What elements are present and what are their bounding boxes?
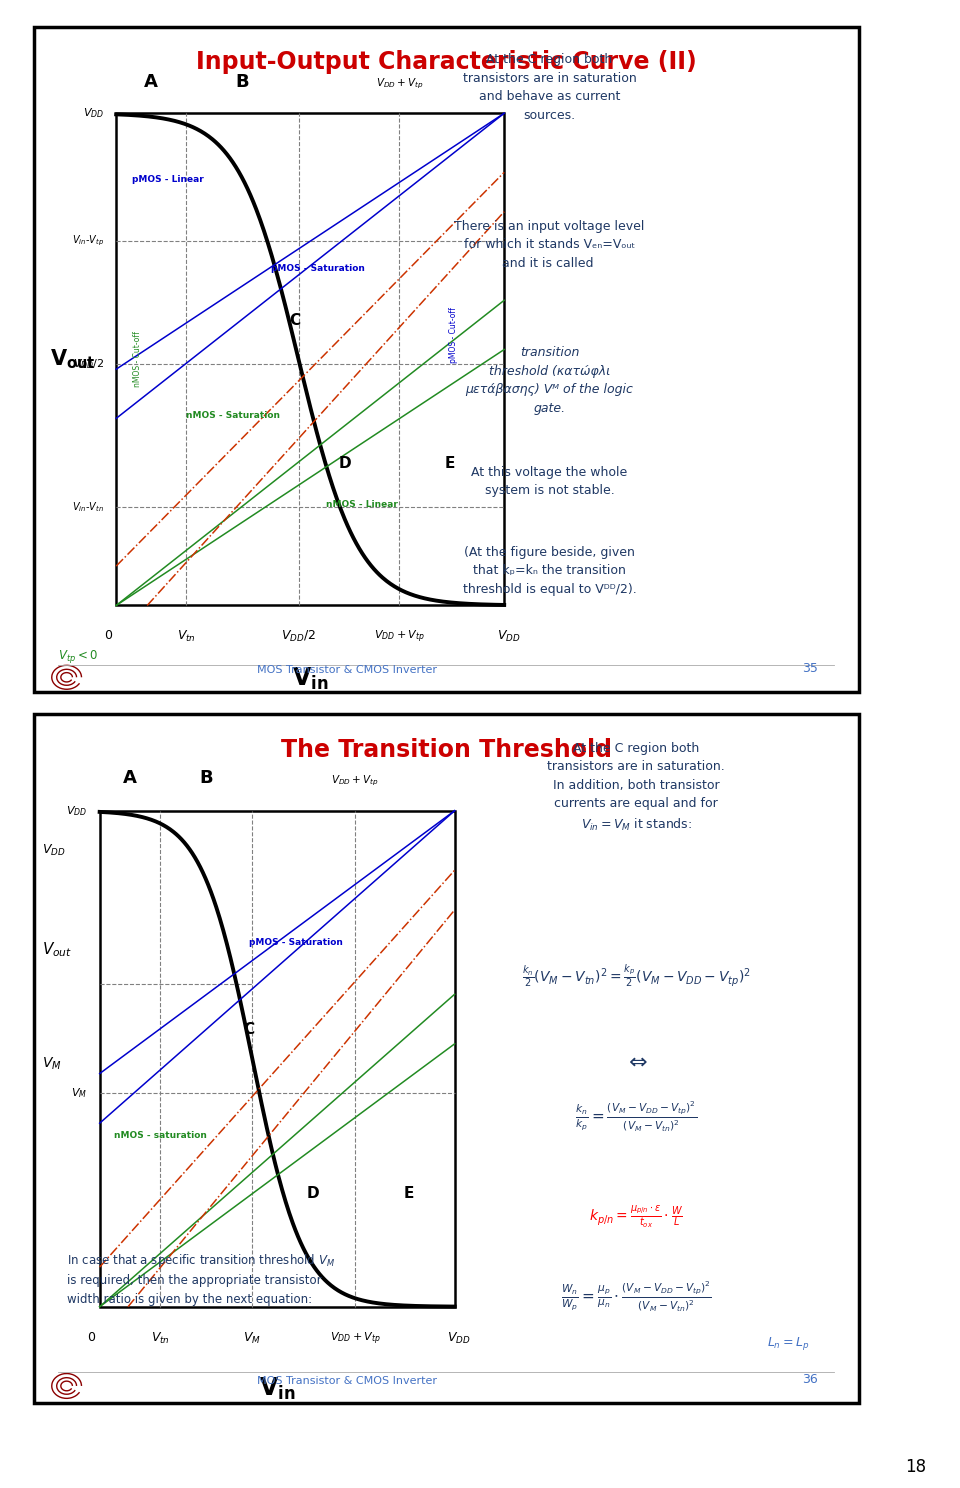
Text: D: D: [306, 1186, 319, 1201]
Text: $\frac{k_n}{k_p} = \frac{(V_M - V_{DD} - V_{tp})^2}{(V_M - V_{tn})^2}$: $\frac{k_n}{k_p} = \frac{(V_M - V_{DD} -…: [575, 1100, 697, 1134]
Text: (At the figure beside, given
that kₚ=kₙ the transition
threshold is equal to Vᴰᴰ: (At the figure beside, given that kₚ=kₙ …: [463, 546, 636, 595]
Text: $\mathbf{V_{in}}$: $\mathbf{V_{in}}$: [292, 665, 328, 692]
Bar: [116, 113, 504, 606]
Text: $\mathbf{V_{out}}$: $\mathbf{V_{out}}$: [50, 348, 96, 371]
Text: $V_{DD}$: $V_{DD}$: [42, 842, 65, 859]
Text: nMOS - saturation: nMOS - saturation: [114, 1131, 206, 1140]
Text: transition
threshold (κατώφλι
μετάβασης) Vᴹ of the logic
gate.: transition threshold (κατώφλι μετάβασης)…: [466, 347, 634, 415]
Text: B: B: [235, 73, 249, 91]
Text: At this voltage the whole
system is not stable.: At this voltage the whole system is not …: [471, 466, 628, 497]
Text: 35: 35: [802, 662, 818, 676]
Text: A: A: [144, 73, 158, 91]
Text: $\mathbf{V_{in}}$: $\mathbf{V_{in}}$: [259, 1375, 296, 1402]
Text: $\Leftrightarrow$: $\Leftrightarrow$: [624, 1052, 648, 1071]
Text: D: D: [339, 455, 351, 470]
Text: 18: 18: [905, 1458, 926, 1476]
Text: A: A: [123, 769, 136, 787]
Text: 0: 0: [104, 629, 112, 641]
Text: pMOS - Cut-off: pMOS - Cut-off: [449, 307, 458, 363]
Text: $V_{tn}$: $V_{tn}$: [151, 1330, 170, 1347]
Text: 36: 36: [803, 1373, 818, 1385]
Text: nMOS - Saturation: nMOS - Saturation: [186, 411, 280, 421]
Text: $V_{tn}$: $V_{tn}$: [177, 629, 196, 644]
Text: $V_{DD}$: $V_{DD}$: [66, 804, 87, 817]
Text: C: C: [243, 1022, 254, 1037]
Text: At the C region both
transistors are in saturation.
In addition, both transistor: At the C region both transistors are in …: [547, 743, 725, 833]
Text: $V_M$: $V_M$: [244, 1330, 261, 1347]
Text: 0: 0: [87, 1330, 95, 1344]
Text: $V_{DD}+V_{tp}$: $V_{DD}+V_{tp}$: [331, 774, 379, 789]
Text: C: C: [289, 312, 300, 327]
Text: $V_{out}$: $V_{out}$: [42, 940, 72, 958]
Text: MOS Transistor & CMOS Inverter: MOS Transistor & CMOS Inverter: [257, 665, 438, 676]
Text: $V_{DD}$: $V_{DD}$: [496, 629, 520, 644]
Text: $L_n = L_p$: $L_n = L_p$: [767, 1335, 809, 1351]
Text: Input-Output Characteristic Curve (II): Input-Output Characteristic Curve (II): [196, 51, 697, 74]
Text: $\frac{W_n}{W_p} = \frac{\mu_p}{\mu_n} \cdot \frac{(V_M - V_{DD} - V_{tp})^2}{(V: $\frac{W_n}{W_p} = \frac{\mu_p}{\mu_n} \…: [561, 1280, 711, 1314]
Text: pMOS - Saturation: pMOS - Saturation: [272, 263, 365, 272]
Text: nMOS - Cut-off: nMOS - Cut-off: [133, 332, 142, 387]
Text: $k_{p/n} = \frac{\mu_{p/n} \cdot \varepsilon}{t_{ox}} \cdot \frac{W}{L}$: $k_{p/n} = \frac{\mu_{p/n} \cdot \vareps…: [589, 1204, 684, 1231]
Text: E: E: [444, 455, 455, 470]
Text: $\frac{k_n}{2}(V_M - V_{tn})^2 = \frac{k_p}{2}(V_M - V_{DD} - V_{tp})^2$: $\frac{k_n}{2}(V_M - V_{tn})^2 = \frac{k…: [522, 963, 751, 990]
Text: The Transition Threshold: The Transition Threshold: [281, 738, 612, 762]
Text: $V_{DD}$: $V_{DD}$: [447, 1330, 470, 1347]
Text: $V_{DD}/2$: $V_{DD}/2$: [281, 629, 316, 644]
Bar: [100, 811, 455, 1306]
Text: $V_{DD}$: $V_{DD}$: [83, 106, 104, 121]
Text: $V_{DD}+V_{tp}$: $V_{DD}+V_{tp}$: [374, 629, 425, 646]
Text: E: E: [403, 1186, 414, 1201]
Text: There is an input voltage level
for which it stands Vₑₙ=Vₒᵤₜ
and it is called: There is an input voltage level for whic…: [454, 220, 645, 269]
Text: $V_M$: $V_M$: [42, 1055, 61, 1071]
Text: In case that a specific transition threshold $V_M$
is required, then the appropr: In case that a specific transition thres…: [66, 1251, 335, 1305]
Text: $V_{DD}+V_{tp}$: $V_{DD}+V_{tp}$: [375, 77, 423, 91]
Text: $V_{DD}+V_{tp}$: $V_{DD}+V_{tp}$: [330, 1330, 381, 1347]
Text: nMOS - Linear: nMOS - Linear: [325, 500, 397, 509]
Text: $V_{DD}/2$: $V_{DD}/2$: [73, 357, 104, 371]
Text: pMOS - Linear: pMOS - Linear: [132, 176, 204, 185]
Text: pMOS - Saturation: pMOS - Saturation: [249, 937, 343, 946]
Text: $V_{in}$-$V_{tp}$: $V_{in}$-$V_{tp}$: [72, 234, 104, 248]
Text: $V_{in}$-$V_{tn}$: $V_{in}$-$V_{tn}$: [72, 500, 104, 513]
Text: $V_M$: $V_M$: [71, 1086, 87, 1100]
Text: $V_{tp}<0$: $V_{tp}<0$: [59, 649, 98, 665]
Text: B: B: [200, 769, 213, 787]
Text: At the C region both
transistors are in saturation
and behave as current
sources: At the C region both transistors are in …: [463, 54, 636, 122]
Text: MOS Transistor & CMOS Inverter: MOS Transistor & CMOS Inverter: [257, 1376, 438, 1385]
